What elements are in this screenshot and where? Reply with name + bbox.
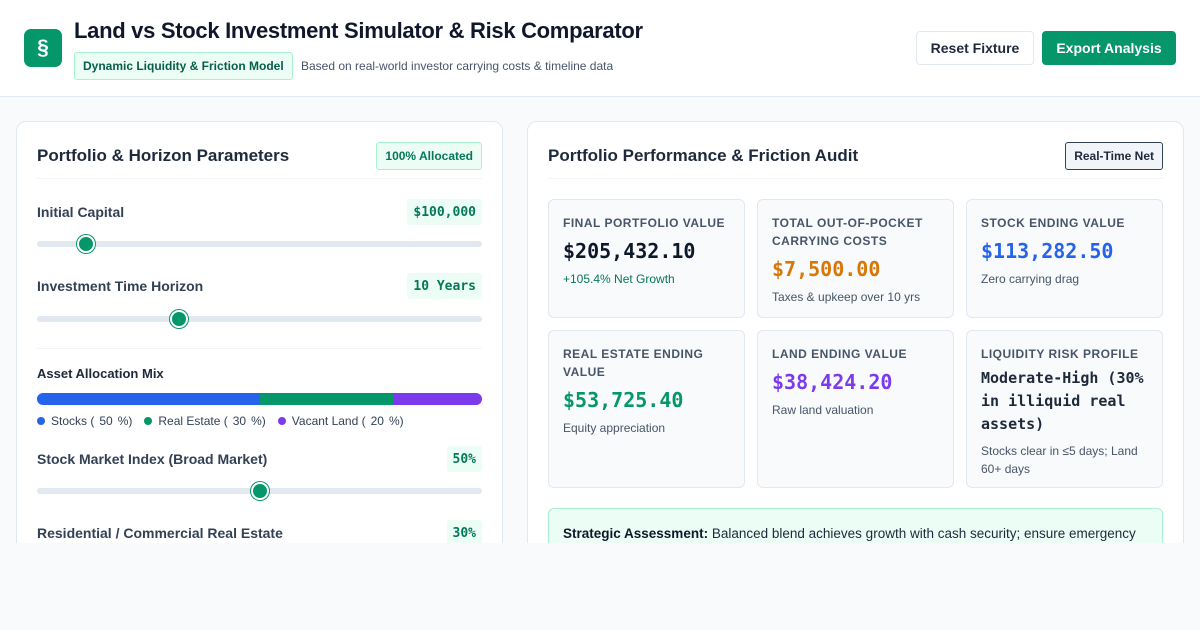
legend-dot-icon: [144, 417, 153, 425]
assessment-text: Balanced blend achieves growth with cash…: [711, 526, 1136, 541]
land-ending-card: Land Ending Value $38,424.20 Raw land va…: [757, 330, 954, 488]
card-label: Liquidity Risk Profile: [981, 347, 1139, 361]
allocation-mix-bar: [37, 393, 482, 405]
legend-dot-icon: [277, 417, 286, 425]
panel-divider: [548, 178, 1163, 179]
land-ending-value: $38,424.20: [772, 370, 893, 394]
stock-index-label: Stock Market Index (Broad Market): [37, 451, 268, 467]
legend-item-vacant-land: Vacant Land ( 20 %): [277, 414, 404, 428]
page-title: Land vs Stock Investment Simulator & Ris…: [74, 18, 643, 43]
card-note: Equity appreciation: [563, 421, 666, 435]
model-badge: Dynamic Liquidity & Friction Model: [74, 52, 293, 80]
time-horizon-label: Investment Time Horizon: [37, 278, 204, 294]
initial-capital-value: $100,000: [407, 199, 482, 225]
performance-panel: Portfolio Performance & Friction Audit R…: [527, 121, 1184, 543]
card-note: Stocks clear in ≤5 days; Land 60+ days: [981, 444, 1138, 476]
parameters-panel-title: Portfolio & Horizon Parameters: [37, 146, 290, 165]
initial-capital-slider[interactable]: [37, 235, 482, 253]
real-estate-label: Residential / Commercial Real Estate: [37, 525, 283, 541]
real-estate-ending-value: $53,725.40: [563, 388, 684, 412]
card-note: Zero carrying drag: [981, 272, 1080, 286]
allocation-mix-title: Asset Allocation Mix: [37, 366, 164, 381]
card-label: Final Portfolio Value: [563, 216, 726, 230]
real-time-net-badge: Real-Time Net: [1065, 142, 1163, 170]
stock-ending-card: Stock Ending Value $113,282.50 Zero carr…: [966, 199, 1163, 318]
export-analysis-button[interactable]: Export Analysis: [1042, 31, 1176, 65]
mix-segment-stocks: [37, 393, 260, 405]
performance-panel-title: Portfolio Performance & Friction Audit: [548, 146, 859, 165]
final-portfolio-card: Final Portfolio Value $205,432.10 +105.4…: [548, 199, 745, 318]
section-divider: [37, 348, 482, 349]
real-estate-value: 30%: [446, 520, 482, 543]
main-content: Portfolio & Horizon Parameters 100% Allo…: [0, 97, 1200, 543]
net-growth-note: +105.4% Net Growth: [563, 272, 675, 286]
legend-item-stocks: Stocks ( 50 %): [37, 414, 132, 428]
initial-capital-slider-thumb[interactable]: [76, 235, 95, 253]
panel-divider: [37, 178, 482, 179]
time-horizon-slider[interactable]: [37, 310, 482, 328]
mix-segment-vacant-land: [393, 393, 482, 405]
time-horizon-slider-thumb[interactable]: [170, 310, 189, 328]
strategic-assessment: Strategic Assessment: Balanced blend ach…: [548, 508, 1163, 543]
stock-index-value: 50%: [446, 446, 482, 472]
stock-index-slider-thumb[interactable]: [250, 482, 269, 500]
real-estate-ending-card: Real Estate Ending Value $53,725.40 Equi…: [548, 330, 745, 488]
stock-index-slider[interactable]: [37, 482, 482, 500]
legend-dot-icon: [37, 417, 45, 425]
liquidity-risk-card: Liquidity Risk Profile Moderate-High (30…: [966, 330, 1163, 488]
parameters-panel: Portfolio & Horizon Parameters 100% Allo…: [16, 121, 503, 543]
card-label: Stock Ending Value: [981, 216, 1125, 230]
card-note: Raw land valuation: [772, 403, 874, 417]
page-subtitle: Based on real-world investor carrying co…: [301, 59, 614, 73]
initial-capital-label: Initial Capital: [37, 204, 125, 220]
carrying-costs-value: $7,500.00: [772, 257, 881, 281]
stock-ending-value: $113,282.50: [981, 239, 1114, 263]
reset-fixture-button[interactable]: Reset Fixture: [916, 31, 1034, 65]
final-portfolio-value: $205,432.10: [563, 239, 696, 263]
liquidity-risk-value: Moderate-High (30% in illiquid real asse…: [981, 369, 1144, 433]
mix-segment-real-estate: [259, 393, 393, 405]
allocation-status-badge: 100% Allocated: [376, 142, 482, 170]
card-label: Real Estate Ending Value: [563, 347, 704, 379]
card-label: Total Out-of-Pocket Carrying Costs: [772, 216, 923, 248]
app-header: § Land vs Stock Investment Simulator & R…: [0, 0, 1200, 97]
card-note: Taxes & upkeep over 10 yrs: [772, 290, 921, 304]
carrying-costs-card: Total Out-of-Pocket Carrying Costs $7,50…: [757, 199, 954, 318]
card-label: Land Ending Value: [772, 347, 907, 361]
legend-item-real-estate: Real Estate ( 30 %): [144, 414, 266, 428]
assessment-heading: Strategic Assessment:: [563, 526, 709, 541]
time-horizon-value: 10 Years: [407, 273, 482, 299]
allocation-legend: Stocks ( 50 %) Real Estate ( 30 %) Vacan…: [37, 414, 404, 428]
app-logo-icon: §: [24, 29, 62, 67]
